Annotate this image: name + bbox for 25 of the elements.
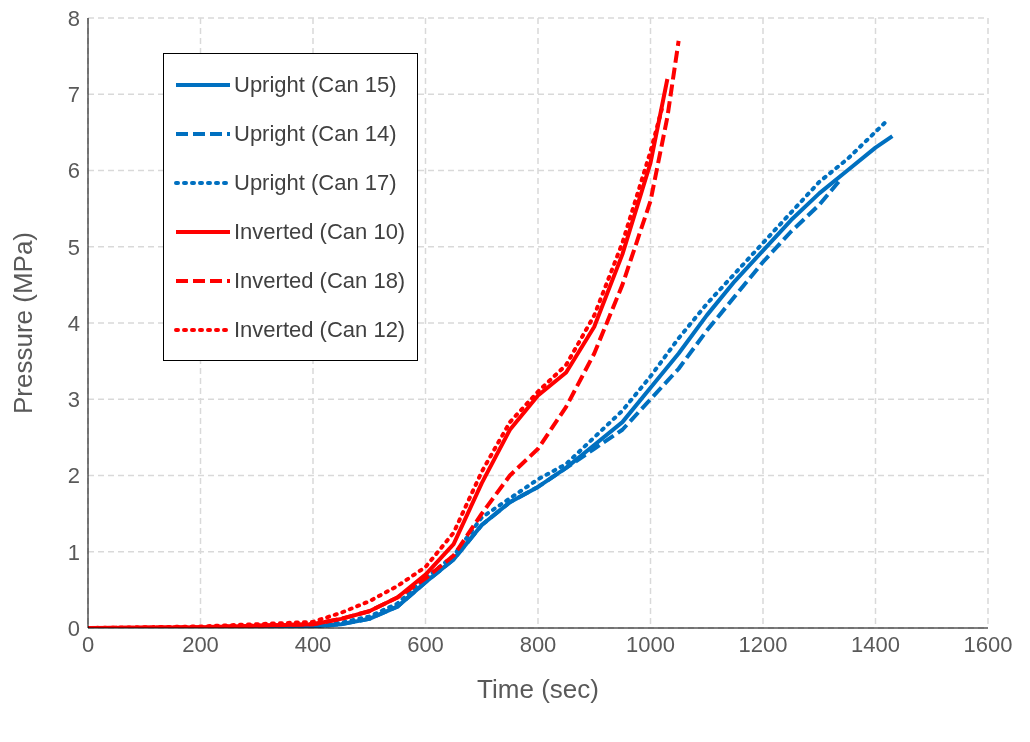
legend-label: Upright (Can 14) [234,120,397,147]
legend-label: Inverted (Can 10) [234,218,406,245]
y-tick-label: 0 [67,615,80,641]
x-tick-label: 1200 [738,631,788,657]
x-tick-label: 200 [182,631,219,657]
y-tick-label: 6 [67,158,80,184]
x-tick-label: 1000 [626,631,675,657]
x-axis-title: Time (sec) [477,674,599,704]
legend-label: Upright (Can 17) [234,169,397,196]
x-tick-label: 1600 [963,631,1013,657]
y-tick-label: 7 [67,82,80,108]
x-tick-label: 800 [519,631,557,657]
y-tick-label: 2 [67,463,80,489]
y-tick-label: 5 [67,234,80,260]
legend-label: Inverted (Can 12) [234,316,406,343]
x-tick-label: 600 [407,631,444,657]
y-axis-title: Pressure (MPa) [8,231,39,415]
x-tick-label: 1400 [851,631,900,657]
y-tick-label: 3 [67,387,80,413]
legend-label: Inverted (Can 18) [234,267,406,294]
legend-label: Upright (Can 15) [234,71,397,98]
x-tick-label: 400 [294,631,332,657]
y-tick-label: 4 [67,310,80,336]
y-tick-label: 8 [67,5,80,31]
y-tick-label: 1 [67,539,80,565]
